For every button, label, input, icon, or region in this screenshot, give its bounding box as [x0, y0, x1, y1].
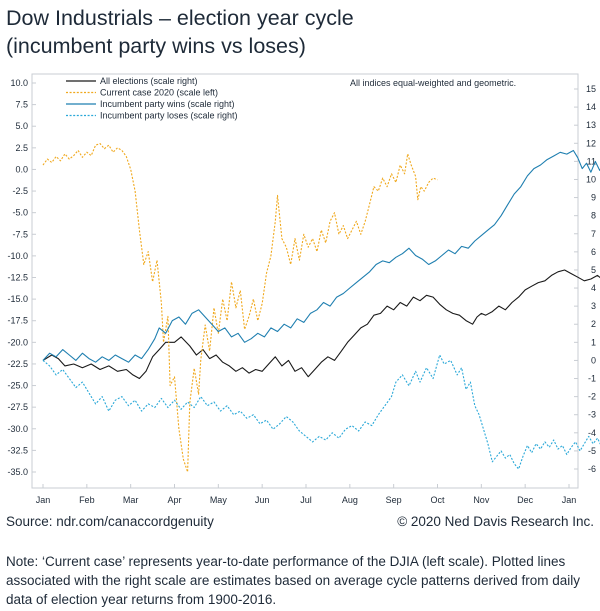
right-axis-tick-label: 5 — [591, 265, 596, 275]
source-text: Source: ndr.com/canaccordgenuity — [6, 514, 214, 529]
right-axis-tick-label: 7 — [591, 229, 596, 239]
left-axis-tick-label: -17.5 — [7, 316, 28, 326]
chart-title-line-1: Dow Industrials – election year cycle — [6, 6, 354, 30]
chart-title-line-2: (incumbent party wins vs loses) — [6, 34, 306, 58]
right-axis-tick-label: 0 — [591, 355, 596, 365]
series-line-3 — [42, 149, 600, 363]
x-axis-tick-label: Jan — [562, 495, 577, 505]
left-axis-tick-label: 7.5 — [15, 100, 28, 110]
right-axis-tick-label: -1 — [588, 374, 596, 384]
legend-label-2: Current case 2020 (scale left) — [100, 88, 218, 98]
right-axis-tick-label: -3 — [588, 410, 596, 420]
x-axis: Jan Feb Mar Apr May Jun Jul Aug Sep Oct Nov Dec Jan — [36, 484, 577, 505]
right-axis-tick-label: 12 — [586, 138, 596, 148]
right-axis-tick-label: -2 — [588, 392, 596, 402]
x-axis-tick-label: Dec — [517, 495, 534, 505]
legend: All elections (scale right) Current case … — [66, 76, 238, 121]
x-axis-tick-label: Jan — [36, 495, 51, 505]
left-axis-tick-label: -7.5 — [12, 229, 28, 239]
series-line-2 — [42, 142, 438, 473]
right-axis-tick-label: 13 — [586, 120, 596, 130]
left-axis-tick-label: -10.0 — [7, 251, 28, 261]
right-axis-tick-label: -6 — [588, 464, 596, 474]
x-axis-tick-label: Oct — [430, 495, 445, 505]
x-axis-tick-label: Jul — [300, 495, 312, 505]
right-axis-tick-label: 2 — [591, 319, 596, 329]
legend-label-4: Incumbent party loses (scale right) — [100, 111, 238, 121]
left-axis-tick-label: -35.0 — [7, 467, 28, 477]
x-axis-tick-label: Sep — [386, 495, 402, 505]
copyright-text: © 2020 Ned Davis Research Inc. — [397, 514, 594, 529]
chart-annotation: All indices equal-weighted and geometric… — [350, 78, 516, 88]
legend-label-1: All elections (scale right) — [100, 76, 198, 86]
left-axis-tick-label: -27.5 — [7, 402, 28, 412]
left-axis-tick-label: -15.0 — [7, 294, 28, 304]
right-axis-tick-label: -5 — [588, 446, 596, 456]
series-line-4 — [42, 354, 600, 470]
right-axis-tick-label: 9 — [591, 193, 596, 203]
right-axis-tick-label: 3 — [591, 301, 596, 311]
left-axis-tick-label: -30.0 — [7, 424, 28, 434]
right-axis-tick-label: 15 — [586, 84, 596, 94]
chart-area: 10.0 7.5 5.0 2.5 0.0 -2.5 -5.0 -7.5 -10.0 -12.5 -1… — [0, 62, 600, 514]
footnote: Note: ‘Current case’ represents year-to-… — [6, 554, 581, 607]
x-axis-tick-label: May — [210, 495, 228, 505]
line-chart: 10.0 7.5 5.0 2.5 0.0 -2.5 -5.0 -7.5 -10.0 -12.5 -1… — [7, 73, 600, 505]
left-axis-tick-label: -5.0 — [12, 208, 28, 218]
left-axis-tick-label: -20.0 — [7, 337, 28, 347]
left-axis-tick-label: -25.0 — [7, 381, 28, 391]
left-axis-tick-label: 5.0 — [15, 121, 28, 131]
left-axis-tick-label: 0.0 — [15, 164, 28, 174]
left-axis-tick-label: -12.5 — [7, 273, 28, 283]
right-axis-tick-label: 14 — [586, 102, 596, 112]
left-axis-tick-label: -22.5 — [7, 359, 28, 369]
left-axis-tick-label: 2.5 — [15, 143, 28, 153]
right-axis-tick-label: 10 — [586, 174, 596, 184]
left-axis-tick-label: -32.5 — [7, 445, 28, 455]
left-axis: 10.0 7.5 5.0 2.5 0.0 -2.5 -5.0 -7.5 -10.0 -12.5 -1… — [7, 78, 36, 477]
legend-label-3: Incumbent party wins (scale right) — [100, 99, 235, 109]
left-axis-tick-label: 10.0 — [10, 78, 28, 88]
series-layer — [42, 142, 600, 473]
x-axis-tick-label: Apr — [167, 495, 181, 505]
right-axis-tick-label: 11 — [587, 156, 596, 166]
x-axis-tick-label: Nov — [473, 495, 490, 505]
left-axis-tick-label: -2.5 — [12, 186, 28, 196]
series-line-1 — [42, 269, 600, 380]
right-axis-tick-label: -4 — [588, 428, 596, 438]
x-axis-tick-label: Aug — [342, 495, 358, 505]
chart-title: Dow Industrials – election year cycle (i… — [6, 4, 354, 60]
right-axis-tick-label: 6 — [591, 247, 596, 257]
plot-frame — [31, 73, 579, 489]
right-axis-tick-label: 1 — [591, 337, 596, 347]
x-axis-tick-label: Feb — [79, 495, 95, 505]
right-axis-tick-label: 4 — [591, 283, 596, 293]
x-axis-tick-label: Jun — [255, 495, 270, 505]
x-axis-tick-label: Mar — [123, 495, 139, 505]
right-axis-tick-label: 8 — [591, 211, 596, 221]
